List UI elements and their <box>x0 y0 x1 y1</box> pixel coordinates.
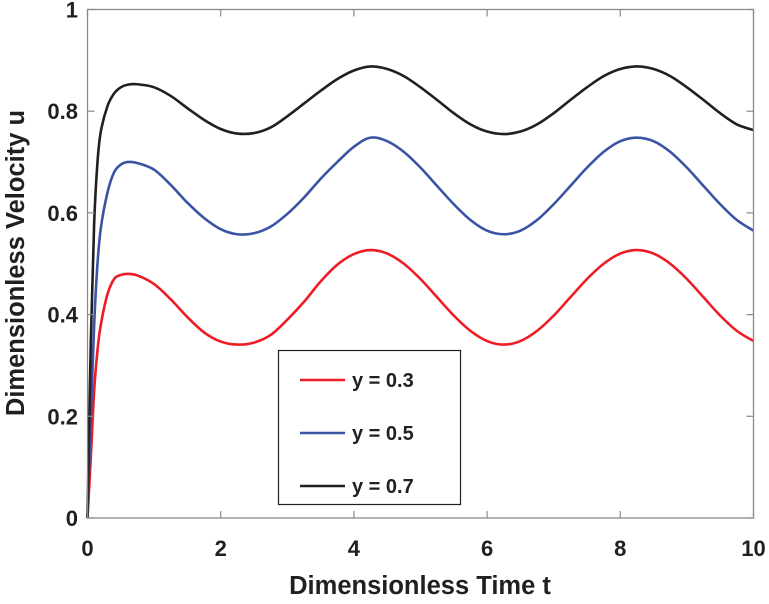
legend-items: y = 0.3 y = 0.5 y = 0.7 <box>300 370 414 498</box>
x-tick-label: 2 <box>215 536 227 561</box>
y-tick-label: 0 <box>66 506 78 531</box>
y-tick-label: 0.4 <box>47 303 78 328</box>
y-tick-label: 0.2 <box>47 404 78 429</box>
legend-item: y = 0.3 <box>300 370 414 392</box>
y-tick-label: 0.8 <box>47 99 78 124</box>
legend-label: y = 0.5 <box>352 423 414 445</box>
x-tick-label: 6 <box>481 536 493 561</box>
x-tick-label: 8 <box>614 536 626 561</box>
tick-marks <box>86 8 755 519</box>
legend-item: y = 0.5 <box>300 423 414 445</box>
y-tick-label: 1 <box>66 0 78 23</box>
legend: y = 0.3 y = 0.5 y = 0.7 <box>277 349 462 506</box>
series-line-3 <box>86 65 754 519</box>
legend-box <box>277 349 462 506</box>
x-tick-label: 0 <box>81 536 93 561</box>
legend-label: y = 0.7 <box>352 476 414 498</box>
plot-frame <box>86 8 755 519</box>
y-tick-label: 0.6 <box>47 201 78 226</box>
y-axis-label: Dimensionless Velocity u <box>2 110 30 416</box>
x-tick-label: 10 <box>741 536 765 561</box>
x-axis-label: Dimensionless Time t <box>289 572 551 599</box>
series-line-2 <box>86 136 755 519</box>
legend-label: y = 0.3 <box>352 370 414 392</box>
series-line-1 <box>86 248 755 519</box>
legend-item: y = 0.7 <box>300 476 414 498</box>
y-tick-labels: 0 0.2 0.4 0.6 0.8 1 <box>47 0 78 531</box>
x-tick-label: 4 <box>348 536 361 561</box>
series-layer <box>86 65 755 519</box>
x-tick-labels: 0 2 4 6 8 10 <box>81 536 765 561</box>
